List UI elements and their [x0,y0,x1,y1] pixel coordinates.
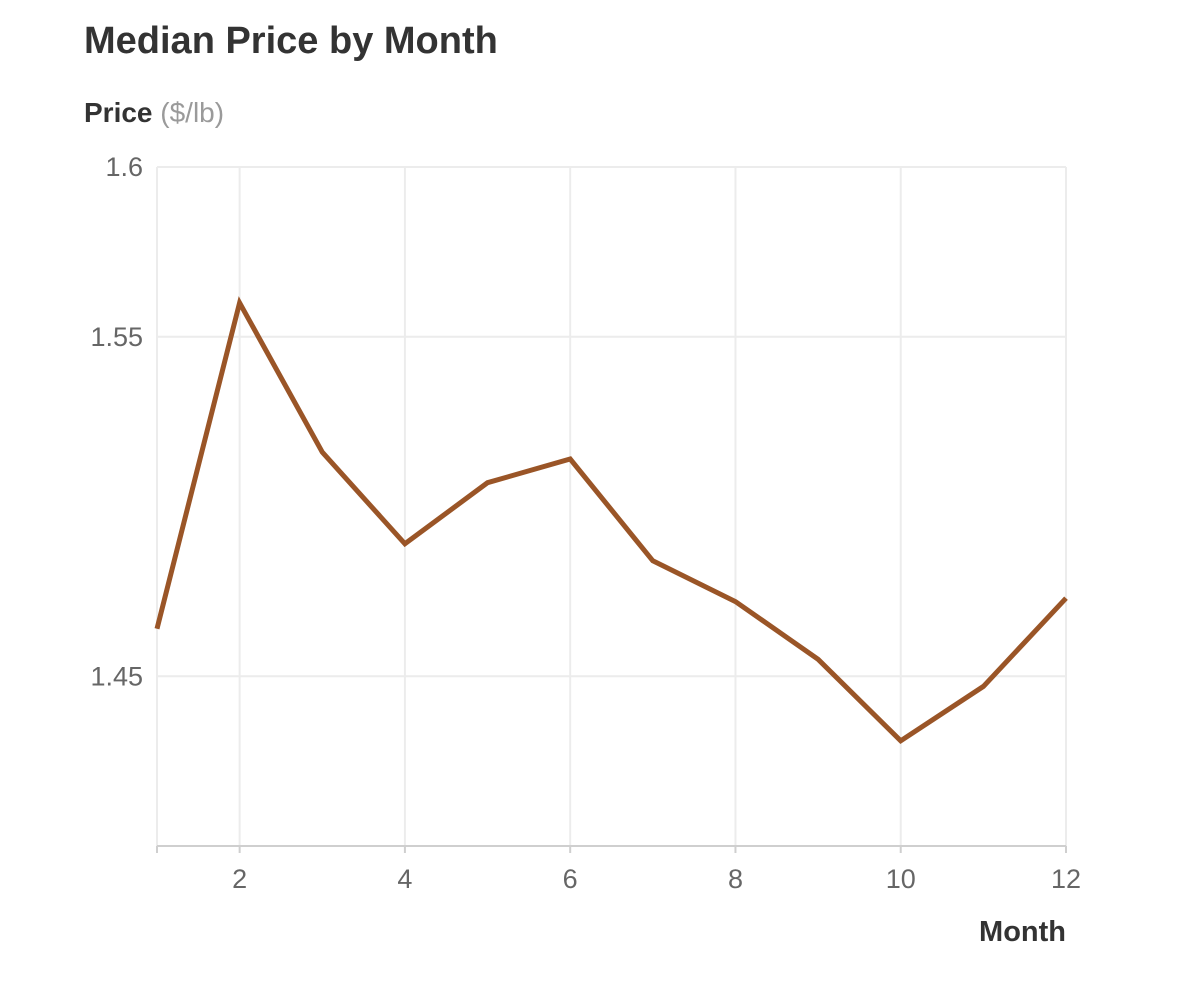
chart-title: Median Price by Month [84,20,498,62]
series-layer [154,296,1068,745]
y-tick-label-1.55: 1.55 [90,322,143,352]
x-tick-label-6: 6 [563,864,578,894]
x-tick-label-2: 2 [232,864,247,894]
x-tick-label-8: 8 [728,864,743,894]
y-axis-unit: ($/lb) [160,97,225,128]
y-tick-label-1.45: 1.45 [90,661,143,691]
x-axis-title: Month [979,916,1066,948]
axes [156,167,1067,853]
tick-labels: 2 4 6 8 10 12 1.45 1.55 1.6 [90,152,1081,894]
y-axis-label: Price [84,97,153,128]
y-tick-label-1.6: 1.6 [105,152,143,182]
y-axis-title: Price ($/lb) [84,97,224,129]
x-tick-label-4: 4 [397,864,412,894]
x-tick-label-10: 10 [886,864,916,894]
grid-lines [157,166,1067,846]
series-line-0 [154,296,1068,745]
x-tick-label-12: 12 [1051,864,1081,894]
